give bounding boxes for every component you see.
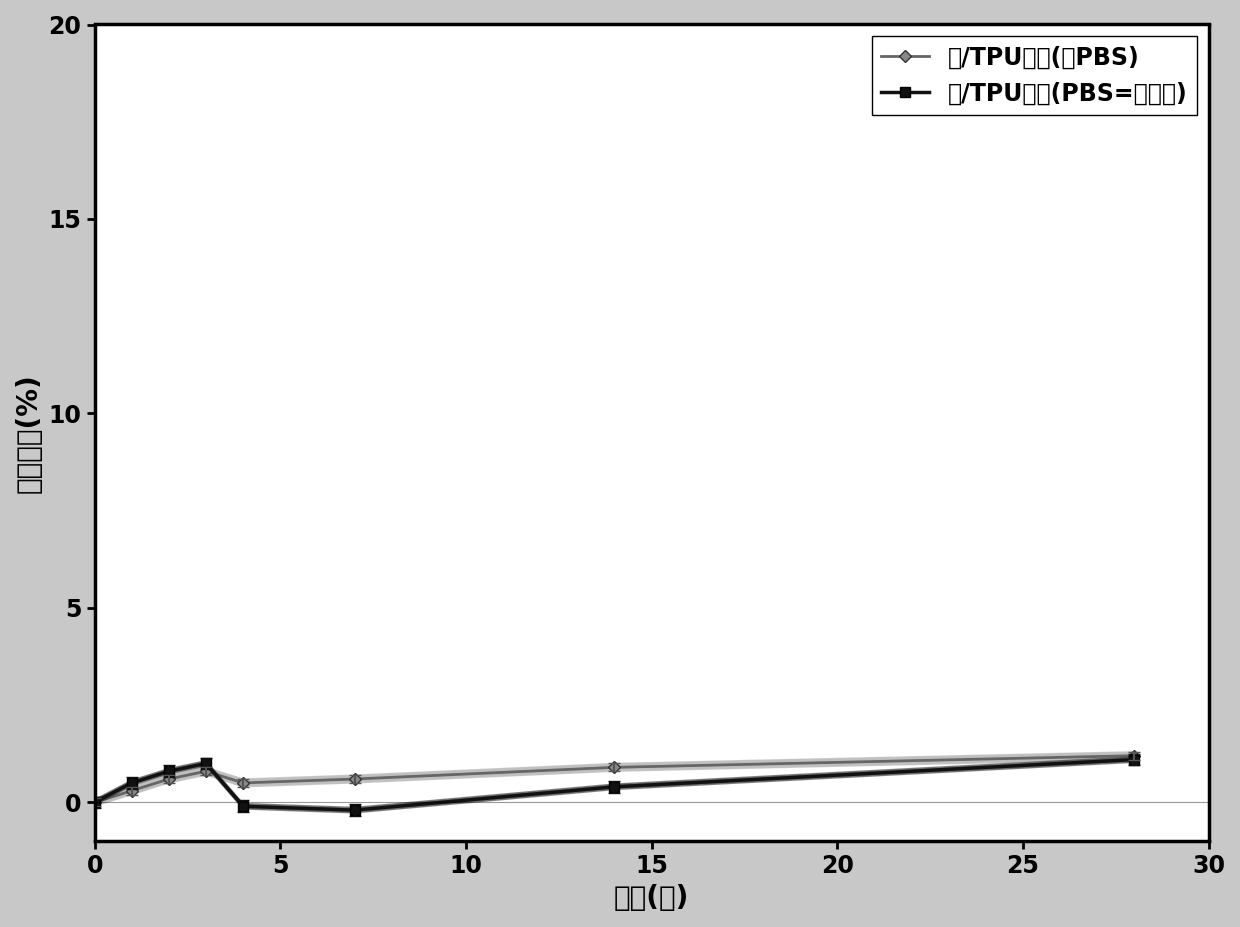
- Line: 丝/TPU对照(仅PBS): 丝/TPU对照(仅PBS): [91, 752, 1138, 806]
- 丝/TPU实验(PBS=蛋白酶): [87, 797, 102, 808]
- 丝/TPU对照(仅PBS): [347, 773, 362, 784]
- 丝/TPU实验(PBS=蛋白酶): [236, 801, 250, 812]
- 丝/TPU对照(仅PBS): [198, 766, 213, 777]
- Line: 丝/TPU实验(PBS=蛋白酶): 丝/TPU实验(PBS=蛋白酶): [89, 755, 1140, 815]
- 丝/TPU实验(PBS=蛋白酶): [124, 778, 139, 789]
- 丝/TPU实验(PBS=蛋白酶): [347, 805, 362, 816]
- 丝/TPU实验(PBS=蛋白酶): [198, 758, 213, 769]
- 丝/TPU实验(PBS=蛋白酶): [161, 766, 176, 777]
- X-axis label: 时间(天): 时间(天): [614, 884, 689, 912]
- 丝/TPU对照(仅PBS): [87, 797, 102, 808]
- 丝/TPU实验(PBS=蛋白酶): [1127, 754, 1142, 765]
- 丝/TPU对照(仅PBS): [608, 762, 622, 773]
- 丝/TPU对照(仅PBS): [1127, 750, 1142, 761]
- 丝/TPU对照(仅PBS): [161, 773, 176, 784]
- Y-axis label: 重量损失(%): 重量损失(%): [15, 373, 43, 493]
- 丝/TPU对照(仅PBS): [124, 785, 139, 796]
- 丝/TPU实验(PBS=蛋白酶): [608, 781, 622, 793]
- 丝/TPU对照(仅PBS): [236, 778, 250, 789]
- Legend: 丝/TPU对照(仅PBS), 丝/TPU实验(PBS=蛋白酶): 丝/TPU对照(仅PBS), 丝/TPU实验(PBS=蛋白酶): [872, 36, 1197, 115]
